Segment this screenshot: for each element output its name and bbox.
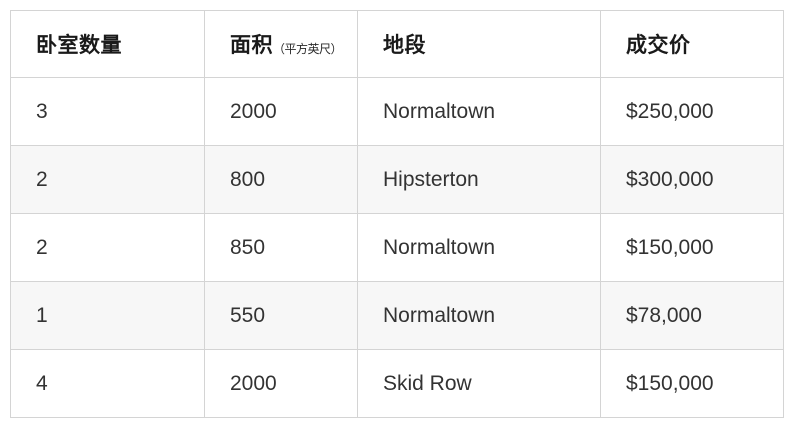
cell-price: $78,000 bbox=[600, 281, 784, 350]
table-header-row: 卧室数量 面积（平方英尺） 地段 成交价 bbox=[10, 10, 784, 78]
cell-price: $150,000 bbox=[600, 213, 784, 282]
cell-area: 850 bbox=[204, 213, 358, 282]
cell-area: 550 bbox=[204, 281, 358, 350]
cell-price: $250,000 bbox=[600, 77, 784, 146]
table-row: 2 800 Hipsterton $300,000 bbox=[10, 145, 784, 214]
column-header-price-label: 成交价 bbox=[626, 34, 691, 57]
table-row: 1 550 Normaltown $78,000 bbox=[10, 281, 784, 350]
cell-price: $300,000 bbox=[600, 145, 784, 214]
cell-district: Normaltown bbox=[357, 77, 601, 146]
table-body: 3 2000 Normaltown $250,000 2 800 Hipster… bbox=[10, 77, 784, 418]
cell-district: Normaltown bbox=[357, 281, 601, 350]
column-header-district-label: 地段 bbox=[383, 34, 426, 57]
cell-area: 2000 bbox=[204, 349, 358, 418]
column-header-area-sublabel: （平方英尺） bbox=[273, 42, 343, 56]
cell-price: $150,000 bbox=[600, 349, 784, 418]
column-header-bedrooms: 卧室数量 bbox=[10, 10, 205, 78]
cell-area: 2000 bbox=[204, 77, 358, 146]
cell-district: Normaltown bbox=[357, 213, 601, 282]
cell-bedrooms: 4 bbox=[10, 349, 205, 418]
table-header: 卧室数量 面积（平方英尺） 地段 成交价 bbox=[10, 10, 784, 78]
cell-district: Skid Row bbox=[357, 349, 601, 418]
cell-district: Hipsterton bbox=[357, 145, 601, 214]
column-header-district: 地段 bbox=[357, 10, 601, 78]
cell-area: 800 bbox=[204, 145, 358, 214]
housing-price-table-container: 卧室数量 面积（平方英尺） 地段 成交价 3 2000 bbox=[10, 10, 784, 418]
cell-bedrooms: 3 bbox=[10, 77, 205, 146]
cell-bedrooms: 2 bbox=[10, 145, 205, 214]
table-row: 3 2000 Normaltown $250,000 bbox=[10, 77, 784, 146]
column-header-bedrooms-label: 卧室数量 bbox=[36, 34, 122, 57]
cell-bedrooms: 2 bbox=[10, 213, 205, 282]
column-header-area: 面积（平方英尺） bbox=[204, 10, 358, 78]
column-header-price: 成交价 bbox=[600, 10, 784, 78]
column-header-area-label: 面积 bbox=[230, 34, 273, 57]
cell-bedrooms: 1 bbox=[10, 281, 205, 350]
table-row: 2 850 Normaltown $150,000 bbox=[10, 213, 784, 282]
table-row: 4 2000 Skid Row $150,000 bbox=[10, 349, 784, 418]
housing-price-table: 卧室数量 面积（平方英尺） 地段 成交价 3 2000 bbox=[10, 10, 784, 418]
